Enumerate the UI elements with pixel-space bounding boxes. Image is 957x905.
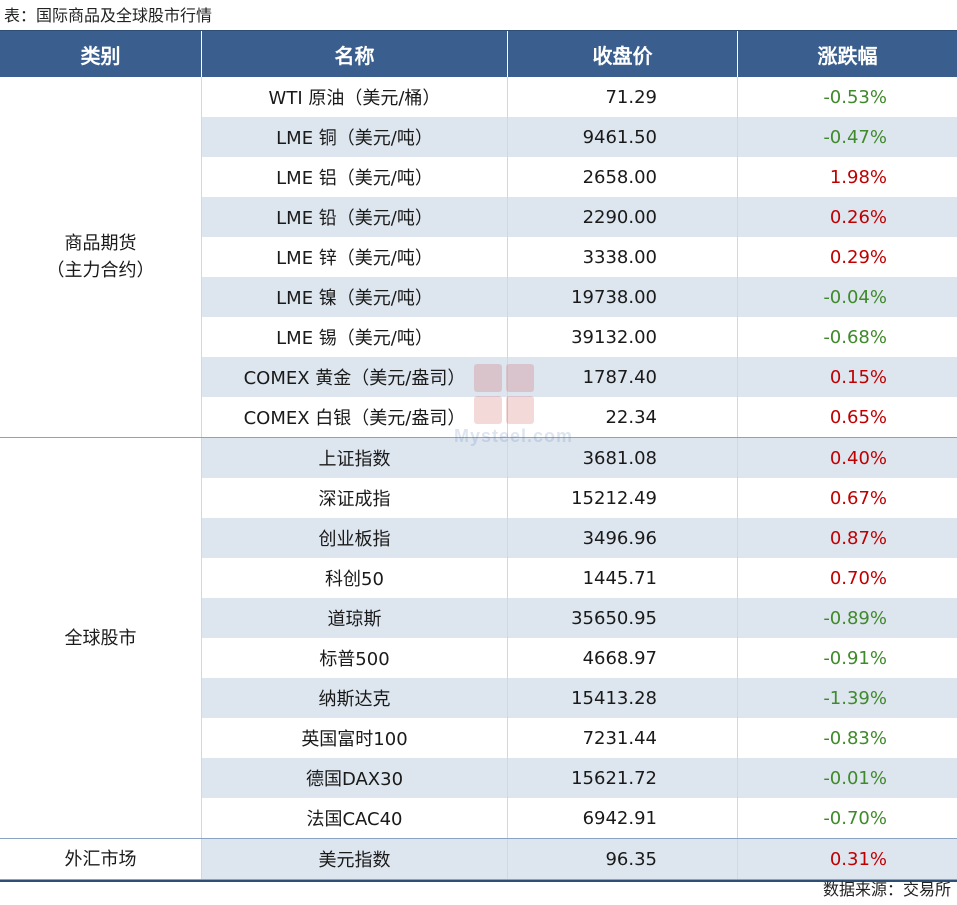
change-percent-cell: 0.70% <box>829 567 887 589</box>
instrument-name-cell: LME 铅（美元/吨） <box>202 197 508 237</box>
instrument-name-cell: COMEX 白银（美元/盎司） <box>202 397 508 437</box>
table-row: 科创50 1445.71 0.70% <box>202 558 957 598</box>
instrument-name-cell: 创业板指 <box>202 518 508 558</box>
instrument-name-cell: 科创50 <box>202 558 508 598</box>
change-percent-cell: 0.29% <box>829 246 887 268</box>
close-price-cell: 71.29 <box>508 77 738 117</box>
table-row: LME 铝（美元/吨） 2658.00 1.98% <box>202 157 957 197</box>
table-row: LME 铅（美元/吨） 2290.00 0.26% <box>202 197 957 237</box>
table-row: LME 铜（美元/吨） 9461.50 -0.47% <box>202 117 957 157</box>
table-row: 上证指数 3681.08 0.40% <box>202 438 957 478</box>
category-label: 外汇市场 <box>0 839 202 879</box>
change-percent-cell: -0.83% <box>823 727 887 749</box>
instrument-name-cell: LME 铝（美元/吨） <box>202 157 508 197</box>
category-label: 商品期货 （主力合约） <box>0 77 202 437</box>
instrument-name-cell: WTI 原油（美元/桶） <box>202 77 508 117</box>
close-price-cell: 3338.00 <box>508 237 738 277</box>
change-percent-cell: -0.68% <box>823 326 887 348</box>
close-price-cell: 15621.72 <box>508 758 738 798</box>
table-row: 创业板指 3496.96 0.87% <box>202 518 957 558</box>
category-rows: WTI 原油（美元/桶） 71.29 -0.53% LME 铜（美元/吨） 9461.5… <box>202 77 957 437</box>
category-group: 商品期货 （主力合约） WTI 原油（美元/桶） 71.29 -0.53% LME 铜（… <box>0 77 957 438</box>
change-percent-cell: 0.87% <box>829 527 887 549</box>
table-body: 商品期货 （主力合约） WTI 原油（美元/桶） 71.29 -0.53% LME 铜（… <box>0 77 957 880</box>
table-row: 道琼斯 35650.95 -0.89% <box>202 598 957 638</box>
instrument-name-cell: 纳斯达克 <box>202 678 508 718</box>
category-group: 外汇市场 美元指数 96.35 0.31% <box>0 839 957 880</box>
table-caption: 表：国际商品及全球股市行情 <box>4 6 213 25</box>
category-group: 全球股市 上证指数 3681.08 0.40% 深证成指 15212.49 0.67% 创业板… <box>0 438 957 839</box>
table-bottom-rule <box>0 880 957 882</box>
close-price-cell: 15212.49 <box>508 478 738 518</box>
change-percent-cell: -0.70% <box>823 807 887 829</box>
change-percent-cell: 0.31% <box>829 848 887 870</box>
table-row: COMEX 白银（美元/盎司） 22.34 0.65% <box>202 397 957 437</box>
header-change: 涨跌幅 <box>817 43 878 68</box>
table-row: 德国DAX30 15621.72 -0.01% <box>202 758 957 798</box>
change-percent-cell: -0.91% <box>823 647 887 669</box>
change-percent-cell: -0.04% <box>823 286 887 308</box>
header-category: 类别 <box>0 31 202 77</box>
instrument-name-cell: 法国CAC40 <box>202 798 508 838</box>
close-price-cell: 96.35 <box>508 839 738 879</box>
change-percent-cell: -0.53% <box>823 86 887 108</box>
table-row: 法国CAC40 6942.91 -0.70% <box>202 798 957 838</box>
change-percent-cell: 1.98% <box>829 166 887 188</box>
close-price-cell: 22.34 <box>508 397 738 437</box>
close-price-cell: 7231.44 <box>508 718 738 758</box>
header-name: 名称 <box>202 31 508 77</box>
close-price-cell: 3496.96 <box>508 518 738 558</box>
table-row: LME 锡（美元/吨） 39132.00 -0.68% <box>202 317 957 357</box>
instrument-name-cell: 道琼斯 <box>202 598 508 638</box>
close-price-cell: 3681.08 <box>508 438 738 478</box>
table-row: 美元指数 96.35 0.31% <box>202 839 957 879</box>
table-row: LME 镍（美元/吨） 19738.00 -0.04% <box>202 277 957 317</box>
instrument-name-cell: 深证成指 <box>202 478 508 518</box>
instrument-name-cell: 美元指数 <box>202 839 508 879</box>
close-price-cell: 2290.00 <box>508 197 738 237</box>
table-row: 英国富时100 7231.44 -0.83% <box>202 718 957 758</box>
change-percent-cell: -0.01% <box>823 767 887 789</box>
change-percent-cell: -0.47% <box>823 126 887 148</box>
change-percent-cell: 0.15% <box>829 366 887 388</box>
close-price-cell: 2658.00 <box>508 157 738 197</box>
instrument-name-cell: 德国DAX30 <box>202 758 508 798</box>
table-row: LME 锌（美元/吨） 3338.00 0.29% <box>202 237 957 277</box>
close-price-cell: 1787.40 <box>508 357 738 397</box>
change-percent-cell: -0.89% <box>823 607 887 629</box>
change-percent-cell: 0.26% <box>829 206 887 228</box>
change-percent-cell: 0.40% <box>829 447 887 469</box>
close-price-cell: 4668.97 <box>508 638 738 678</box>
table-row: 标普500 4668.97 -0.91% <box>202 638 957 678</box>
instrument-name-cell: LME 锌（美元/吨） <box>202 237 508 277</box>
instrument-name-cell: LME 锡（美元/吨） <box>202 317 508 357</box>
close-price-cell: 6942.91 <box>508 798 738 838</box>
close-price-cell: 19738.00 <box>508 277 738 317</box>
category-rows: 美元指数 96.35 0.31% <box>202 839 957 879</box>
table-row: 深证成指 15212.49 0.67% <box>202 478 957 518</box>
close-price-cell: 35650.95 <box>508 598 738 638</box>
close-price-cell: 9461.50 <box>508 117 738 157</box>
close-price-cell: 15413.28 <box>508 678 738 718</box>
table-header-row: 类别 名称 收盘价 涨跌幅 <box>0 30 957 77</box>
header-close: 收盘价 <box>508 31 738 77</box>
table-row: COMEX 黄金（美元/盎司） 1787.40 0.15% <box>202 357 957 397</box>
instrument-name-cell: LME 铜（美元/吨） <box>202 117 508 157</box>
close-price-cell: 39132.00 <box>508 317 738 357</box>
instrument-name-cell: 标普500 <box>202 638 508 678</box>
data-source-note: 数据来源：交易所 <box>822 880 951 899</box>
instrument-name-cell: 上证指数 <box>202 438 508 478</box>
market-table: 类别 名称 收盘价 涨跌幅 商品期货 （主力合约） WTI 原油（美元/桶） 71.… <box>0 30 957 882</box>
change-percent-cell: -1.39% <box>823 687 887 709</box>
table-row: 纳斯达克 15413.28 -1.39% <box>202 678 957 718</box>
table-row: WTI 原油（美元/桶） 71.29 -0.53% <box>202 77 957 117</box>
category-label: 全球股市 <box>0 438 202 838</box>
change-percent-cell: 0.65% <box>829 406 887 428</box>
instrument-name-cell: 英国富时100 <box>202 718 508 758</box>
instrument-name-cell: COMEX 黄金（美元/盎司） <box>202 357 508 397</box>
change-percent-cell: 0.67% <box>829 487 887 509</box>
close-price-cell: 1445.71 <box>508 558 738 598</box>
instrument-name-cell: LME 镍（美元/吨） <box>202 277 508 317</box>
category-rows: 上证指数 3681.08 0.40% 深证成指 15212.49 0.67% 创业板指 349… <box>202 438 957 838</box>
